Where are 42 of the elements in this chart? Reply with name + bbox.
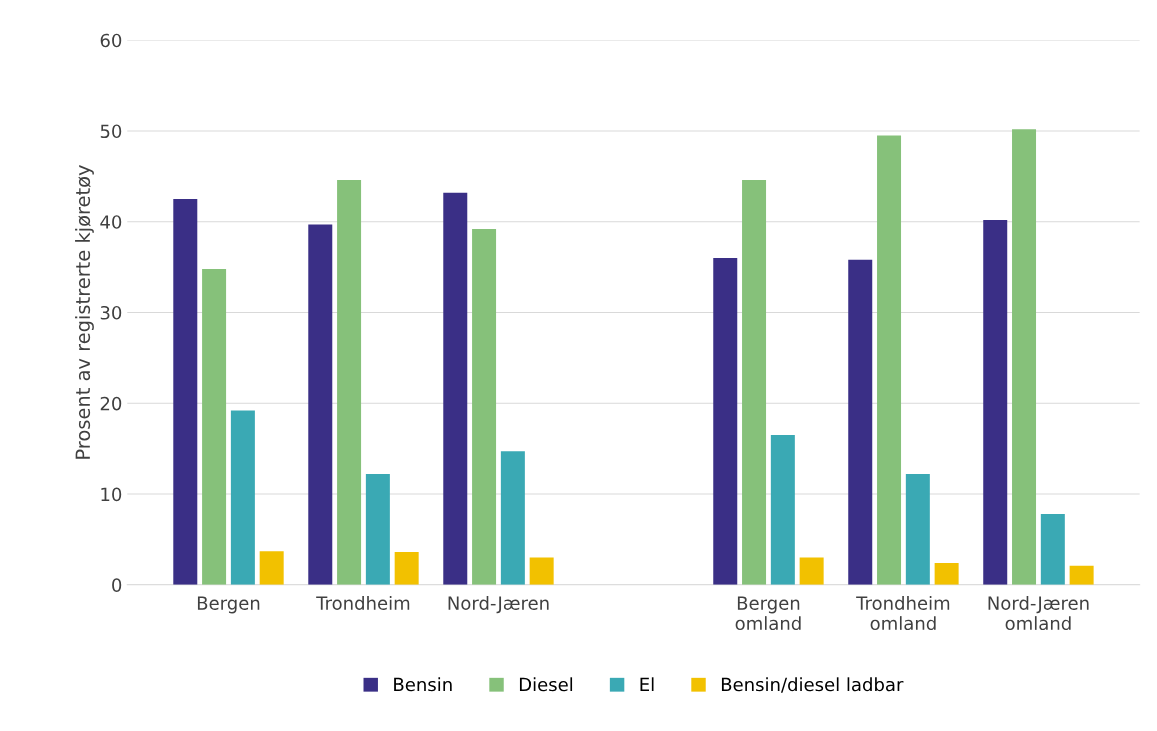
bar bbox=[173, 199, 198, 585]
bar bbox=[500, 451, 525, 585]
bar bbox=[202, 268, 227, 585]
x-tick-label: Nord-Jæren omland bbox=[988, 595, 1089, 631]
bar bbox=[308, 224, 333, 585]
legend-label: El bbox=[640, 677, 654, 692]
bar bbox=[230, 410, 255, 585]
x-tick-label: Trondheim bbox=[316, 595, 410, 610]
legend-label: Diesel bbox=[519, 677, 573, 692]
bar bbox=[337, 179, 362, 585]
bar bbox=[799, 557, 824, 585]
y-tick-label: 0 bbox=[112, 578, 122, 592]
bar bbox=[529, 557, 554, 585]
y-axis-title: Prosent av registrerte kjøretøy bbox=[75, 165, 94, 459]
legend-label: Bensin bbox=[394, 677, 452, 692]
bar bbox=[443, 192, 468, 585]
bar bbox=[770, 435, 795, 585]
y-tick-label: 30 bbox=[100, 305, 122, 320]
x-tick-label: Trondheim omland bbox=[856, 595, 950, 631]
bar bbox=[877, 135, 902, 585]
bar bbox=[472, 229, 497, 585]
legend-label: Bensin/diesel ladbar bbox=[721, 677, 904, 693]
bar bbox=[365, 474, 390, 585]
y-tick-label: 10 bbox=[101, 487, 122, 502]
bar bbox=[905, 474, 930, 585]
bar bbox=[1012, 129, 1037, 585]
x-tick-label: Nord-Jæren bbox=[448, 595, 549, 614]
y-tick-label: 20 bbox=[100, 396, 122, 411]
bar bbox=[1040, 514, 1065, 585]
bar bbox=[934, 563, 959, 585]
bar bbox=[713, 258, 738, 585]
y-tick-label: 60 bbox=[100, 33, 122, 48]
bar bbox=[259, 551, 284, 585]
x-tick-label: Bergen bbox=[197, 596, 260, 614]
bar bbox=[1069, 565, 1094, 585]
x-tick-label: Bergen omland bbox=[735, 596, 801, 631]
bar bbox=[983, 219, 1008, 585]
bar bbox=[394, 552, 419, 585]
y-tick-label: 40 bbox=[100, 215, 122, 229]
bar bbox=[848, 259, 873, 585]
y-tick-label: 50 bbox=[100, 124, 122, 139]
bar bbox=[742, 179, 767, 585]
